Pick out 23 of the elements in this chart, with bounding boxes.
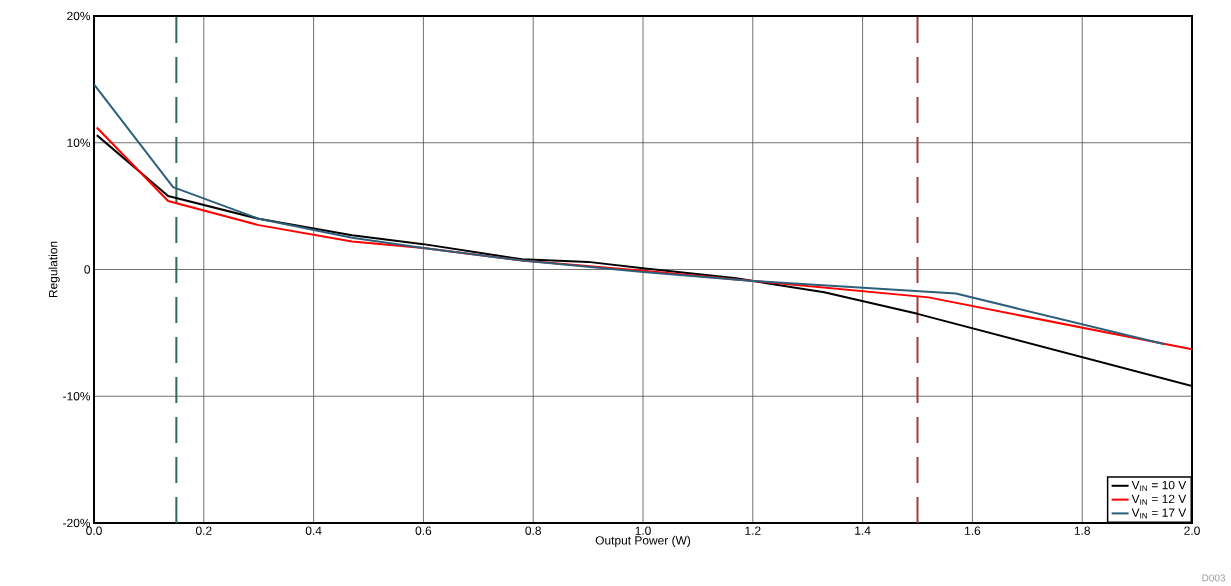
legend-label: V$_{IN}$ = 10 V — [1131, 480, 1187, 492]
x-tick-label: 2.0 — [1184, 526, 1200, 535]
legend-label: V$_{IN}$ = 17 V — [1131, 508, 1187, 519]
y-tick-label: 0 — [84, 265, 91, 274]
x-tick-label: 1.6 — [965, 526, 981, 535]
y-tick-label: -20% — [63, 518, 91, 528]
x-tick-label: 1.2 — [745, 526, 761, 535]
x-tick-label: 0.4 — [305, 526, 322, 535]
text: D003 — [1202, 574, 1226, 582]
x-tick-label: 1.8 — [1074, 526, 1090, 535]
x-axis-title: Output Power (W) — [595, 535, 691, 547]
x-tick-label: 0.6 — [415, 526, 432, 535]
line-series — [94, 83, 1166, 346]
x-tick-label: 1.4 — [855, 526, 871, 535]
legend-label: V$_{IN}$ = 12 V — [1131, 494, 1187, 505]
x-tick-label: 1.0 — [635, 526, 651, 535]
x-tick-label: 0.8 — [525, 526, 541, 535]
y-tick-label: -10% — [63, 392, 91, 401]
y-axis-title: Regulation — [48, 241, 60, 298]
x-tick-label: 0.0 — [86, 526, 102, 535]
y-tick-label: 10% — [67, 138, 91, 147]
y-tick-label: 20% — [67, 11, 91, 21]
x-tick-label: 0.2 — [195, 526, 212, 535]
